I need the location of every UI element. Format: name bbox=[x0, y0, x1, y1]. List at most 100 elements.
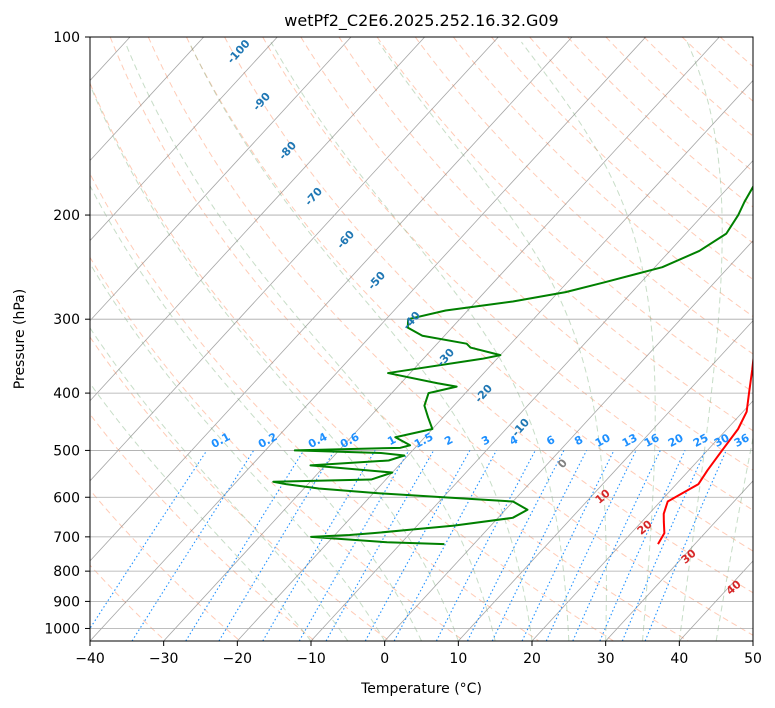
y-tick-label: 600 bbox=[53, 490, 80, 506]
moist-adiabat bbox=[378, 41, 607, 641]
mixing-ratio-label: 2 bbox=[442, 433, 455, 448]
mixing-ratio-label: 0.2 bbox=[256, 430, 279, 451]
x-tick-label: 40 bbox=[670, 651, 688, 667]
x-axis: −40 −30 −20 −10 0 10 20 30 40 50 bbox=[75, 641, 762, 667]
dry-adiabat bbox=[719, 37, 753, 68]
isotherm bbox=[90, 37, 499, 482]
isotherm bbox=[90, 37, 425, 402]
mixing-ratio-line bbox=[325, 450, 435, 641]
dry-adiabat bbox=[224, 37, 753, 552]
mixing-ratio-line bbox=[218, 450, 335, 641]
mixing-ratio-label: 13 bbox=[620, 431, 640, 450]
mixing-ratio-line bbox=[545, 450, 637, 641]
isotherm bbox=[679, 560, 753, 641]
dry-adiabat bbox=[681, 37, 753, 102]
moist-adiabat-label: 10 bbox=[593, 486, 613, 506]
dry-adiabat bbox=[452, 37, 753, 318]
moist-adiabat bbox=[124, 41, 496, 641]
isotherm bbox=[531, 400, 753, 641]
y-tick-label: 300 bbox=[53, 312, 80, 328]
mixing-ratio-label: 36 bbox=[732, 431, 752, 450]
mixing-ratio-label: 10 bbox=[593, 431, 613, 450]
x-tick-label: −40 bbox=[75, 651, 105, 667]
dry-adiabat bbox=[109, 37, 689, 641]
isotherm bbox=[237, 79, 753, 641]
x-axis-label: Temperature (°C) bbox=[360, 681, 482, 697]
dry-adiabat-label: 0 bbox=[555, 456, 570, 471]
y-tick-label: 800 bbox=[53, 564, 80, 580]
x-tick-label: 30 bbox=[597, 651, 615, 667]
mixing-ratio-line bbox=[599, 450, 686, 641]
background-lines bbox=[0, 37, 775, 641]
mixing-ratio-label: 6 bbox=[544, 433, 557, 448]
mixing-ratio-line bbox=[90, 450, 208, 630]
dry-adiabat bbox=[90, 172, 540, 641]
isotherm bbox=[90, 37, 204, 162]
y-tick-label: 400 bbox=[53, 386, 80, 402]
dry-adiabat bbox=[90, 82, 614, 641]
mixing-ratio-label: 0.4 bbox=[306, 430, 330, 451]
y-tick-label: 900 bbox=[53, 594, 80, 610]
mixing-ratio-line bbox=[621, 450, 706, 641]
moist-adiabat bbox=[188, 41, 533, 641]
moist-adiabat bbox=[90, 262, 386, 641]
mixing-ratio-line bbox=[131, 450, 255, 641]
temperature-profile bbox=[657, 353, 753, 545]
y-tick-label: 200 bbox=[53, 208, 80, 224]
dry-adiabat bbox=[147, 37, 753, 636]
y-tick-label: 500 bbox=[53, 443, 80, 459]
isotherm bbox=[384, 240, 753, 641]
dry-adiabat-label: -50 bbox=[365, 269, 388, 293]
x-tick-label: −20 bbox=[223, 651, 253, 667]
y-tick-label: 700 bbox=[53, 530, 80, 546]
x-tick-label: −10 bbox=[296, 651, 326, 667]
y-tick-label: 1000 bbox=[44, 621, 80, 637]
plot-frame bbox=[89, 36, 754, 642]
dewpoint-profile bbox=[272, 184, 753, 546]
isotherm bbox=[752, 640, 753, 641]
dry-adiabat bbox=[414, 37, 753, 355]
y-axis-label: Pressure (hPa) bbox=[12, 289, 28, 389]
profiles bbox=[272, 184, 753, 546]
dry-adiabat bbox=[90, 336, 390, 641]
moist-adiabat bbox=[521, 41, 656, 641]
moist-adiabat bbox=[90, 327, 349, 641]
x-tick-label: 10 bbox=[449, 651, 467, 667]
x-tick-label: 0 bbox=[380, 651, 389, 667]
dry-adiabat bbox=[758, 37, 775, 641]
mixing-ratio-line bbox=[572, 450, 661, 641]
mixing-ratio-label: 0.1 bbox=[209, 430, 232, 451]
line-labels: -100-90-80-70-60-50-40-30-20-10010203040… bbox=[209, 37, 752, 598]
mixing-ratio-label: 8 bbox=[572, 433, 585, 448]
chart-title: wetPf2_C2E6.2025.252.16.32.G09 bbox=[284, 11, 558, 31]
dry-adiabat bbox=[300, 37, 753, 471]
isotherm bbox=[90, 37, 278, 242]
dry-adiabat-label: -20 bbox=[472, 382, 495, 406]
dry-adiabat-label: -100 bbox=[225, 37, 253, 66]
mixing-ratio-label: 16 bbox=[642, 431, 662, 450]
isotherm bbox=[0, 37, 56, 641]
isotherm bbox=[605, 480, 753, 641]
dry-adiabat bbox=[338, 37, 753, 432]
mixing-ratio-line bbox=[521, 450, 615, 641]
dry-adiabat-label: -90 bbox=[250, 90, 273, 114]
dry-adiabat-label: -80 bbox=[276, 139, 299, 163]
x-tick-label: 20 bbox=[523, 651, 541, 667]
isotherm bbox=[90, 37, 573, 562]
mixing-ratio-line bbox=[491, 450, 588, 641]
dry-adiabat bbox=[262, 37, 753, 511]
x-tick-label: −30 bbox=[149, 651, 179, 667]
moist-adiabat bbox=[715, 435, 753, 641]
moist-adiabat-label: 30 bbox=[679, 546, 699, 566]
mixing-ratio-label: 25 bbox=[691, 431, 711, 450]
mixing-ratio-line bbox=[467, 450, 565, 641]
dry-adiabat bbox=[185, 37, 753, 594]
moist-adiabat bbox=[90, 382, 312, 641]
dry-adiabat-label: -40 bbox=[400, 309, 423, 333]
dry-adiabat bbox=[567, 37, 753, 208]
mixing-ratio-line bbox=[644, 450, 727, 641]
mixing-ratio-label: 30 bbox=[712, 431, 732, 450]
dry-adiabat bbox=[491, 37, 753, 281]
moist-adiabat bbox=[678, 41, 723, 641]
mixing-ratio-line bbox=[364, 450, 471, 641]
